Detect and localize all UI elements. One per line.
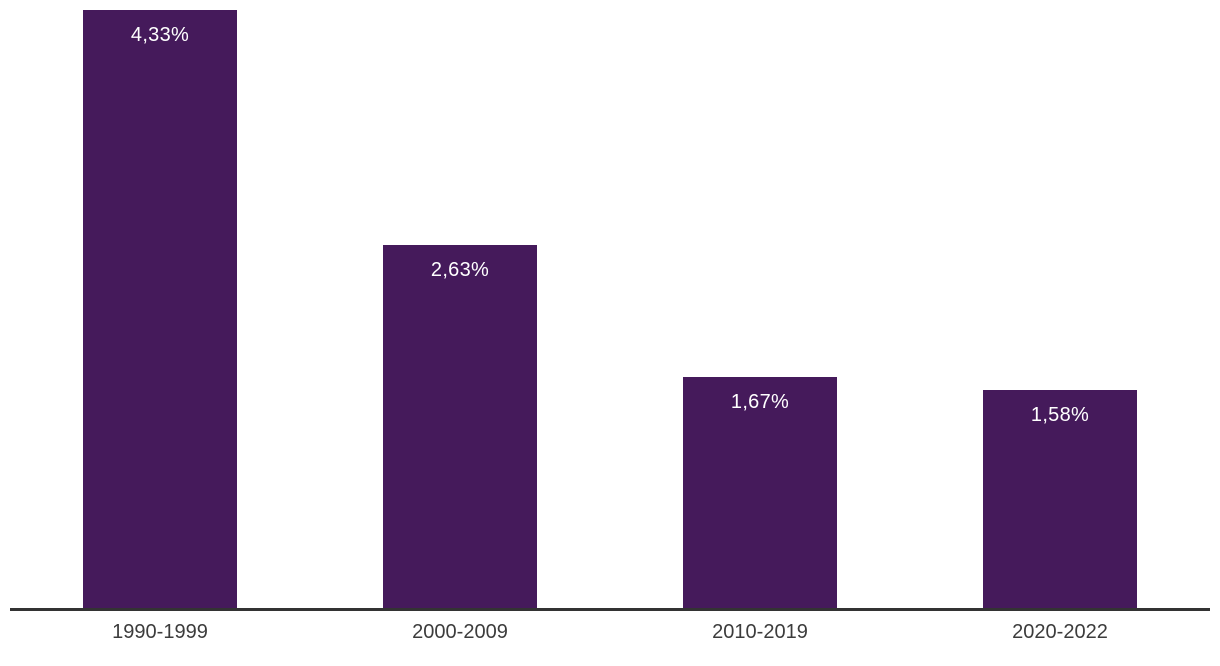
bar: 1,58% xyxy=(983,390,1137,608)
x-axis-tick-label: 2010-2019 xyxy=(712,621,808,643)
bar: 1,67% xyxy=(683,377,837,608)
bar: 4,33% xyxy=(83,10,237,608)
bar-value-label: 4,33% xyxy=(130,24,190,46)
bar-value-label: 1,58% xyxy=(1030,404,1090,426)
x-axis-tick-label: 1990-1999 xyxy=(112,621,208,643)
x-axis-line xyxy=(10,608,1210,611)
bar-value-label: 1,67% xyxy=(730,391,790,413)
bar: 2,63% xyxy=(383,245,537,608)
bar-value-label: 2,63% xyxy=(430,259,490,281)
x-axis-tick-label: 2000-2009 xyxy=(412,621,508,643)
x-axis-tick-label: 2020-2022 xyxy=(1012,621,1108,643)
